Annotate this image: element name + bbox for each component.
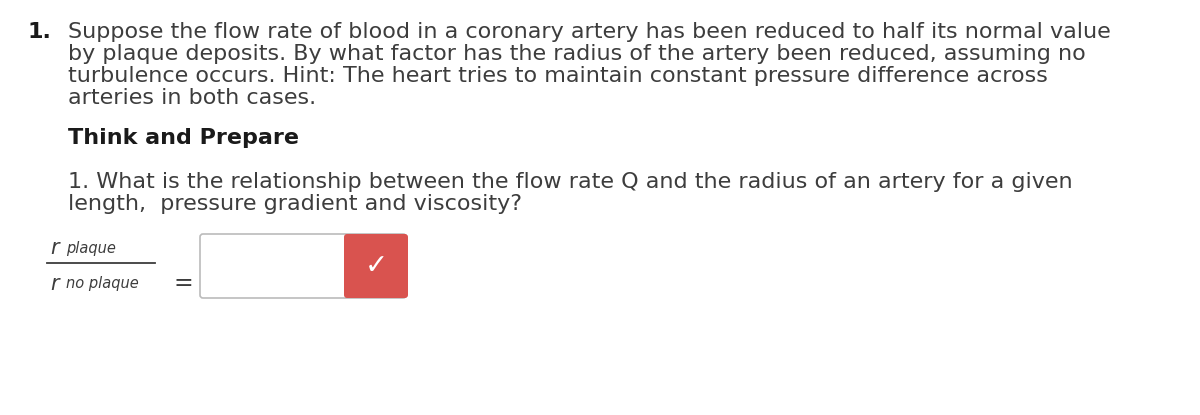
Text: $r$: $r$: [50, 274, 61, 294]
Text: no plaque: no plaque: [66, 276, 139, 291]
Text: arteries in both cases.: arteries in both cases.: [68, 88, 316, 108]
Text: by plaque deposits. By what factor has the radius of the artery been reduced, as: by plaque deposits. By what factor has t…: [68, 44, 1086, 64]
Text: Think and Prepare: Think and Prepare: [68, 128, 299, 148]
Text: ✓: ✓: [365, 252, 388, 280]
Text: plaque: plaque: [66, 241, 116, 256]
Text: 1. What is the relationship between the flow rate Q and the radius of an artery : 1. What is the relationship between the …: [68, 172, 1073, 192]
Text: turbulence occurs. Hint: The heart tries to maintain constant pressure differenc: turbulence occurs. Hint: The heart tries…: [68, 66, 1048, 86]
Text: Suppose the flow rate of blood in a coronary artery has been reduced to half its: Suppose the flow rate of blood in a coro…: [68, 22, 1111, 42]
Text: length,  pressure gradient and viscosity?: length, pressure gradient and viscosity?: [68, 194, 522, 214]
FancyBboxPatch shape: [344, 234, 408, 298]
Text: =: =: [173, 271, 193, 295]
FancyBboxPatch shape: [200, 234, 406, 298]
Text: 1.: 1.: [28, 22, 52, 42]
Text: $r$: $r$: [50, 238, 61, 258]
